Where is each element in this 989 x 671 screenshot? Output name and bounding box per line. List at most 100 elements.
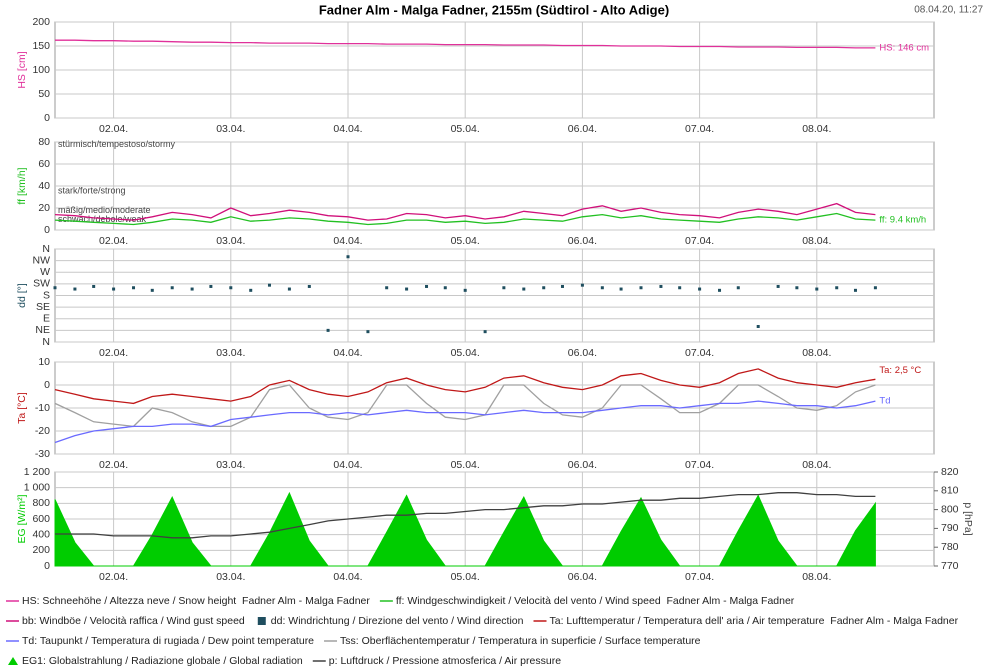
data-point <box>170 286 174 290</box>
data-point <box>542 286 546 290</box>
y-tick-label: W <box>40 266 50 278</box>
data-point <box>229 286 233 290</box>
x-tick-label: 08.04. <box>802 459 831 471</box>
x-tick-label: 07.04. <box>685 571 714 583</box>
data-point <box>718 288 722 292</box>
x-tick-label: 03.04. <box>216 123 245 135</box>
y-tick-label: 800 <box>32 497 50 509</box>
y-tick-label: SW <box>33 278 50 290</box>
x-tick-label: 06.04. <box>568 347 597 359</box>
data-point <box>776 284 780 288</box>
data-point <box>150 288 154 292</box>
end-label: HS: 146 cm <box>879 42 929 53</box>
x-tick-label: 05.04. <box>451 347 480 359</box>
data-point <box>326 328 330 332</box>
y-tick-label: 40 <box>38 180 50 192</box>
y2-tick-label: 800 <box>941 503 959 515</box>
zone-label: mäßig/medio/moderate <box>58 205 151 215</box>
y2-axis-label: p [hPa] <box>962 502 974 535</box>
data-point <box>385 286 389 290</box>
y-tick-label: NW <box>33 254 51 266</box>
legend-label: ff: Windgeschwindigkeit / Velocità del v… <box>396 595 795 607</box>
x-tick-label: 05.04. <box>451 571 480 583</box>
y2-tick-label: 790 <box>941 522 959 534</box>
legend-label: p: Luftdruck / Pressione atmosferica / A… <box>329 655 561 667</box>
y-tick-label: N <box>42 243 50 255</box>
x-tick-label: 06.04. <box>568 459 597 471</box>
y-tick-label: NE <box>35 324 50 336</box>
y-tick-label: -10 <box>35 402 50 414</box>
y-tick-label: 200 <box>32 16 50 28</box>
x-tick-label: 02.04. <box>99 347 128 359</box>
y-axis-label: EG [W/m²] <box>16 494 28 543</box>
x-tick-label: 07.04. <box>685 123 714 135</box>
y-tick-label: 0 <box>44 224 50 236</box>
x-tick-label: 04.04. <box>333 571 362 583</box>
x-tick-label: 04.04. <box>333 347 362 359</box>
y-tick-label: 10 <box>38 356 50 368</box>
legend-label: EG1: Globalstrahlung / Radiazione global… <box>22 655 303 667</box>
x-tick-label: 04.04. <box>333 459 362 471</box>
y-axis-label: dd [°] <box>16 283 28 308</box>
end-label: Td <box>879 396 890 407</box>
data-point <box>287 287 291 291</box>
data-point <box>366 330 370 334</box>
y-tick-label: 80 <box>38 136 50 148</box>
y-tick-label: 60 <box>38 158 50 170</box>
line <box>54 368 876 405</box>
chart-title: Fadner Alm - Malga Fadner, 2155m (Südtir… <box>319 2 669 17</box>
data-point <box>580 283 584 287</box>
data-point <box>307 284 311 288</box>
data-point <box>425 284 429 288</box>
end-label: Ta: 2,5 °C <box>879 365 921 376</box>
line <box>54 202 876 221</box>
x-tick-label: 07.04. <box>685 235 714 247</box>
x-tick-label: 08.04. <box>802 235 831 247</box>
data-point <box>795 286 799 290</box>
area <box>54 491 876 567</box>
x-tick-label: 04.04. <box>333 235 362 247</box>
y-tick-label: 20 <box>38 202 50 214</box>
x-tick-label: 06.04. <box>568 571 597 583</box>
x-tick-label: 08.04. <box>802 571 831 583</box>
x-tick-label: 07.04. <box>685 459 714 471</box>
data-point <box>346 255 350 259</box>
y-tick-label: -20 <box>35 425 50 437</box>
y-tick-label: 600 <box>32 513 50 525</box>
line <box>54 384 876 428</box>
y2-tick-label: 820 <box>941 466 959 478</box>
x-tick-label: 03.04. <box>216 235 245 247</box>
data-point <box>267 283 271 287</box>
y-tick-label: 150 <box>32 40 50 52</box>
line <box>55 492 876 539</box>
y-tick-label: 1 000 <box>24 481 50 493</box>
line <box>54 212 876 226</box>
y2-tick-label: 770 <box>941 560 959 572</box>
data-point <box>639 286 643 290</box>
y-tick-label: E <box>43 313 50 325</box>
data-point <box>600 286 604 290</box>
y2-tick-label: 810 <box>941 485 959 497</box>
data-point <box>835 286 839 290</box>
x-tick-label: 02.04. <box>99 235 128 247</box>
x-tick-label: 02.04. <box>99 571 128 583</box>
y-tick-label: 0 <box>44 379 50 391</box>
data-point <box>190 287 194 291</box>
x-tick-label: 03.04. <box>216 347 245 359</box>
legend-label: Ta: Lufttemperatur / Temperatura dell' a… <box>550 615 959 627</box>
y-tick-label: S <box>43 289 50 301</box>
data-point <box>560 284 564 288</box>
data-point <box>659 284 663 288</box>
legend-label: HS: Schneehöhe / Altezza neve / Snow hei… <box>22 595 370 607</box>
x-tick-label: 03.04. <box>216 571 245 583</box>
y-tick-label: 100 <box>32 64 50 76</box>
line <box>55 39 876 49</box>
data-point <box>815 287 819 291</box>
y-tick-label: N <box>42 336 50 348</box>
data-point <box>53 286 57 290</box>
x-tick-label: 05.04. <box>451 123 480 135</box>
zone-label: stürmisch/tempestoso/stormy <box>58 139 176 149</box>
data-point <box>209 284 213 288</box>
data-point <box>112 287 116 291</box>
y-tick-label: 0 <box>44 112 50 124</box>
